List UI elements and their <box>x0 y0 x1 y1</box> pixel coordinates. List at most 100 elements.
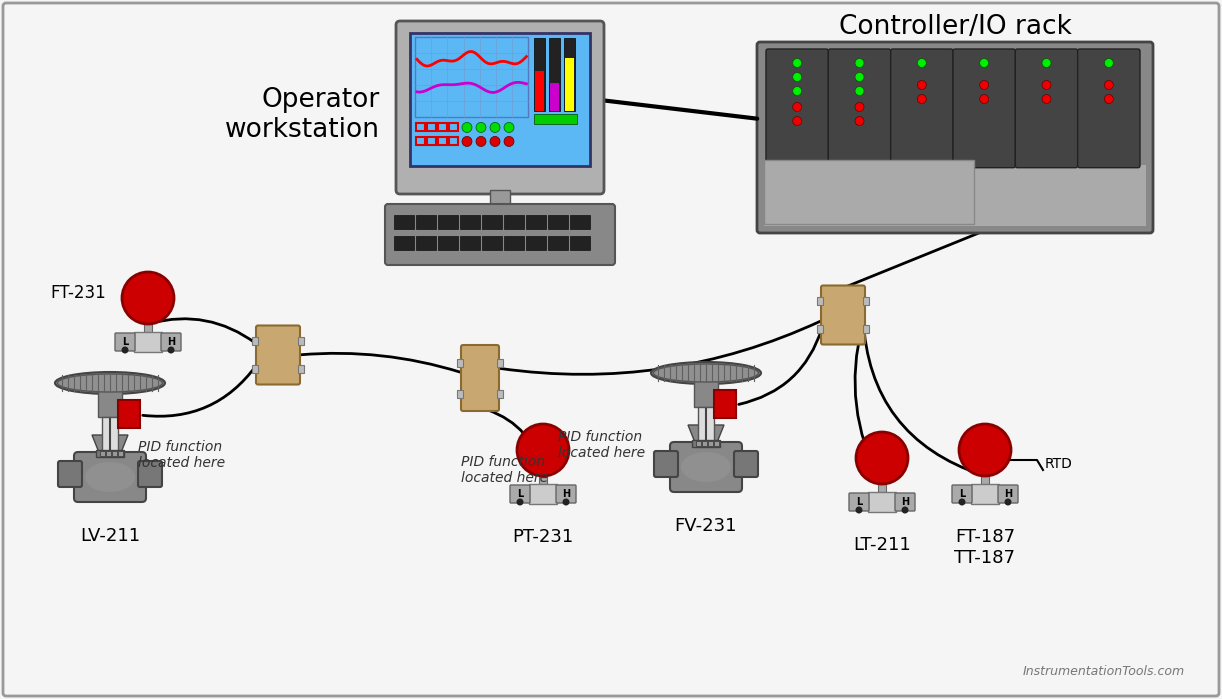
FancyBboxPatch shape <box>654 451 678 477</box>
Bar <box>252 365 258 373</box>
Circle shape <box>855 103 864 112</box>
Bar <box>764 165 1146 226</box>
FancyBboxPatch shape <box>2 3 1220 696</box>
Bar <box>119 400 141 428</box>
Bar <box>525 215 546 229</box>
Bar <box>106 451 111 456</box>
FancyBboxPatch shape <box>670 442 742 492</box>
FancyBboxPatch shape <box>891 49 953 168</box>
Circle shape <box>918 80 926 89</box>
Circle shape <box>793 117 802 126</box>
FancyBboxPatch shape <box>952 485 971 503</box>
Bar <box>101 417 119 452</box>
Text: PT-231: PT-231 <box>512 528 573 546</box>
Bar <box>714 441 719 446</box>
Bar <box>550 83 560 111</box>
Bar <box>448 124 458 131</box>
Bar <box>459 215 480 229</box>
Circle shape <box>959 424 1011 476</box>
Bar <box>694 377 719 407</box>
Circle shape <box>793 87 802 96</box>
Bar <box>437 215 458 229</box>
Bar <box>497 359 503 366</box>
Bar <box>415 215 436 229</box>
FancyBboxPatch shape <box>766 49 829 168</box>
Bar <box>298 365 304 373</box>
Text: PID function
located here: PID function located here <box>558 430 645 460</box>
Bar <box>565 38 576 111</box>
Circle shape <box>918 59 926 68</box>
FancyBboxPatch shape <box>1078 49 1140 168</box>
Bar <box>818 325 822 333</box>
Text: FT-187
TT-187: FT-187 TT-187 <box>954 528 1015 567</box>
Circle shape <box>958 498 965 505</box>
FancyBboxPatch shape <box>895 493 915 511</box>
Circle shape <box>503 136 514 146</box>
Bar <box>112 451 117 456</box>
Text: H: H <box>901 497 909 507</box>
FancyBboxPatch shape <box>1015 49 1078 168</box>
Text: FV-231: FV-231 <box>675 517 737 535</box>
Bar <box>534 114 577 124</box>
Circle shape <box>855 432 908 484</box>
Bar <box>393 215 414 229</box>
Bar <box>764 159 974 224</box>
Bar <box>252 337 258 345</box>
Bar <box>437 124 447 131</box>
FancyBboxPatch shape <box>115 333 134 351</box>
FancyBboxPatch shape <box>998 485 1018 503</box>
Circle shape <box>980 59 989 68</box>
FancyBboxPatch shape <box>75 452 145 502</box>
Ellipse shape <box>86 462 134 492</box>
Polygon shape <box>688 425 723 445</box>
Bar <box>503 236 524 250</box>
Bar <box>877 484 886 492</box>
Text: Operator
workstation: Operator workstation <box>225 87 380 143</box>
FancyBboxPatch shape <box>821 285 865 345</box>
Circle shape <box>562 498 569 505</box>
Text: L: L <box>517 489 523 499</box>
Bar <box>411 33 590 166</box>
Circle shape <box>793 73 802 82</box>
FancyBboxPatch shape <box>953 49 1015 168</box>
Circle shape <box>855 507 863 514</box>
FancyBboxPatch shape <box>255 326 299 384</box>
FancyBboxPatch shape <box>461 345 499 411</box>
Circle shape <box>1105 80 1113 89</box>
Text: PID function
located here: PID function located here <box>461 455 549 485</box>
Polygon shape <box>92 435 128 455</box>
Text: Controller/IO rack: Controller/IO rack <box>838 14 1072 40</box>
Circle shape <box>517 498 523 505</box>
Bar <box>697 441 701 446</box>
Circle shape <box>517 424 569 476</box>
Bar <box>547 236 568 250</box>
Bar <box>569 236 590 250</box>
Bar <box>534 38 545 111</box>
Circle shape <box>477 122 486 132</box>
Bar <box>459 236 480 250</box>
Bar <box>539 476 547 484</box>
Bar <box>481 236 502 250</box>
Circle shape <box>1042 59 1051 68</box>
Bar <box>490 190 510 208</box>
Circle shape <box>462 122 472 132</box>
Bar <box>437 138 447 145</box>
Circle shape <box>462 136 472 146</box>
Text: LV-211: LV-211 <box>79 527 141 545</box>
Bar <box>566 59 574 111</box>
Circle shape <box>855 59 864 68</box>
Bar <box>457 359 463 366</box>
Circle shape <box>793 59 802 68</box>
Bar <box>535 71 544 111</box>
Circle shape <box>1042 80 1051 89</box>
Bar <box>119 451 123 456</box>
Bar <box>698 407 714 442</box>
FancyBboxPatch shape <box>57 461 82 487</box>
Circle shape <box>980 80 989 89</box>
FancyBboxPatch shape <box>510 485 530 503</box>
Bar <box>971 484 1000 504</box>
Bar <box>863 325 869 333</box>
FancyBboxPatch shape <box>556 485 576 503</box>
Circle shape <box>503 122 514 132</box>
Bar <box>100 451 105 456</box>
